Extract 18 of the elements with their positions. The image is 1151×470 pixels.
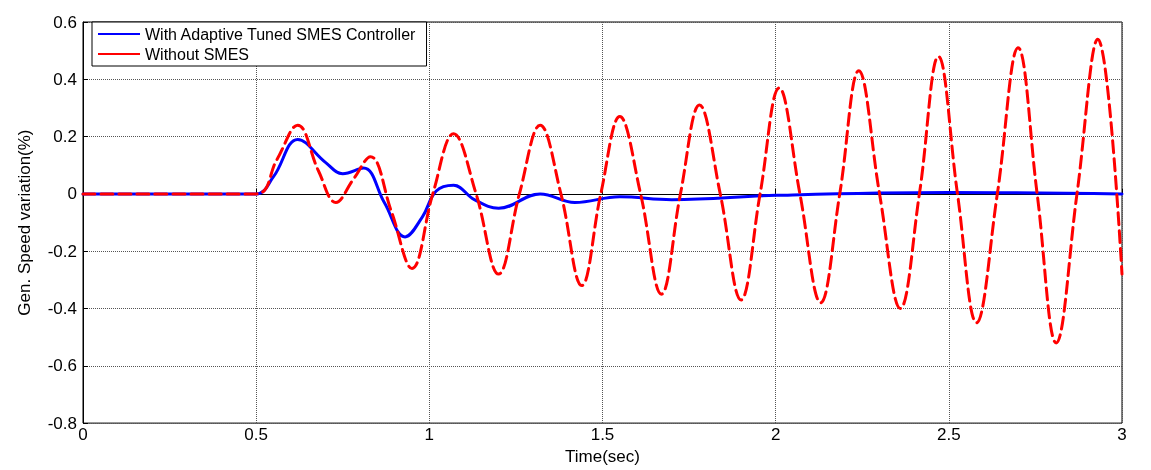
y-tick-label: -0.8 xyxy=(47,413,77,433)
x-tick-label: 3 xyxy=(1117,425,1127,445)
x-tick-label: 1.5 xyxy=(590,425,615,445)
legend-label: Without SMES xyxy=(145,45,250,63)
y-tick-label: -0.4 xyxy=(47,299,77,318)
x-tick-label: 0.5 xyxy=(244,425,268,445)
x-axis-title: Time(sec) xyxy=(565,447,640,466)
y-tick-label: 0.6 xyxy=(53,12,77,32)
x-tick-label: 2 xyxy=(770,425,781,445)
y-tick-label: 0.2 xyxy=(53,127,77,147)
y-tick-label: 0 xyxy=(67,184,77,204)
y-axis-title: Gen. Speed variation(%) xyxy=(15,129,34,316)
legend-label: With Adaptive Tuned SMES Controller xyxy=(145,25,417,43)
x-tick-label: 1 xyxy=(424,425,435,445)
y-tick-label: -0.2 xyxy=(47,241,77,261)
y-tick-label: 0.4 xyxy=(53,69,77,89)
x-tick-label: 2.5 xyxy=(937,425,961,445)
y-tick-label: -0.6 xyxy=(47,356,77,376)
